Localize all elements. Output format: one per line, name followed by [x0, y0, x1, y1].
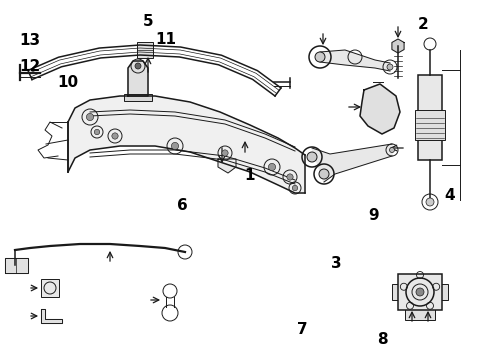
Polygon shape [360, 84, 400, 134]
Polygon shape [128, 61, 148, 96]
Circle shape [112, 133, 118, 139]
Circle shape [387, 64, 393, 70]
Bar [137, 42, 153, 58]
Polygon shape [5, 258, 28, 273]
Text: 10: 10 [57, 75, 78, 90]
Text: 13: 13 [20, 32, 41, 48]
Bar [418, 75, 442, 160]
Circle shape [222, 150, 228, 156]
Polygon shape [312, 144, 392, 182]
Circle shape [426, 198, 434, 206]
Bar [392, 284, 400, 300]
Circle shape [86, 113, 94, 121]
Polygon shape [68, 96, 305, 193]
Text: 4: 4 [445, 188, 455, 202]
Text: 12: 12 [20, 59, 41, 73]
Circle shape [269, 163, 275, 171]
Polygon shape [41, 309, 62, 323]
Circle shape [319, 169, 329, 179]
Circle shape [94, 129, 99, 135]
Text: 7: 7 [296, 323, 307, 338]
Circle shape [307, 152, 317, 162]
Text: 5: 5 [143, 14, 153, 28]
Circle shape [135, 63, 141, 69]
Bar [405, 308, 435, 320]
Bar [124, 94, 152, 101]
Text: 8: 8 [377, 333, 387, 347]
Text: 2: 2 [417, 17, 428, 32]
Circle shape [390, 148, 394, 153]
Text: 1: 1 [245, 167, 255, 183]
Text: 11: 11 [155, 32, 176, 46]
Circle shape [293, 185, 298, 191]
Bar [398, 274, 442, 310]
Circle shape [315, 52, 325, 62]
Circle shape [172, 143, 178, 150]
Circle shape [416, 288, 424, 296]
Bar [41, 279, 59, 297]
Polygon shape [392, 39, 404, 53]
Polygon shape [320, 50, 390, 71]
Text: 6: 6 [176, 198, 187, 212]
Polygon shape [218, 159, 236, 173]
Bar [440, 284, 448, 300]
Text: 3: 3 [331, 256, 342, 270]
Circle shape [287, 174, 293, 180]
Text: 9: 9 [368, 207, 379, 222]
Bar [415, 110, 445, 140]
